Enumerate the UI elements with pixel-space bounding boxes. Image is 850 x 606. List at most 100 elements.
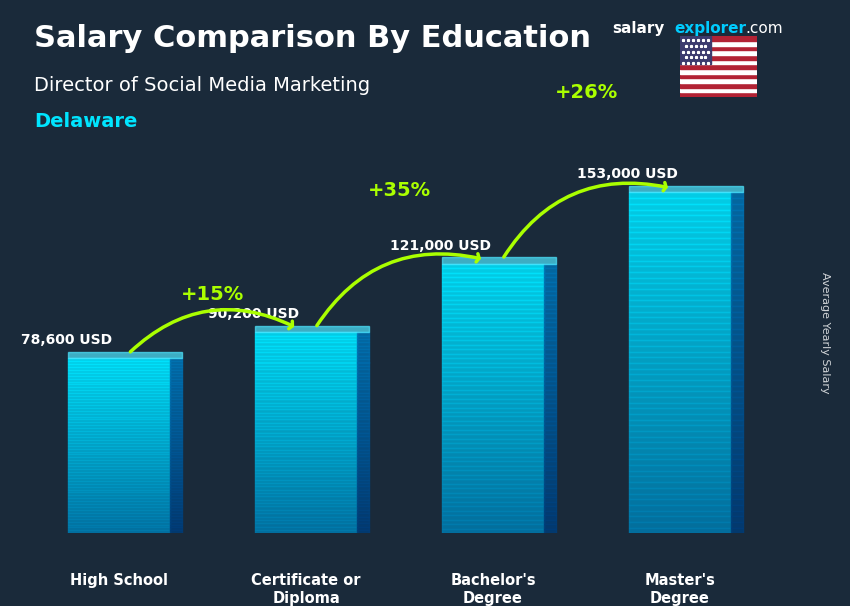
Bar [544, 385, 556, 390]
Bar [254, 513, 357, 516]
Bar [731, 437, 743, 442]
Bar [357, 399, 369, 402]
Bar [357, 500, 369, 503]
Bar [254, 336, 357, 339]
Bar [731, 375, 743, 380]
Bar [254, 446, 357, 450]
Bar [544, 362, 556, 367]
Bar [67, 519, 170, 522]
Bar [67, 527, 170, 530]
Bar [170, 396, 182, 399]
Bar [442, 358, 545, 362]
Bar [254, 426, 357, 430]
Bar [357, 473, 369, 476]
Bar [731, 295, 743, 301]
Bar [170, 498, 182, 501]
Bar [442, 407, 545, 412]
Bar [544, 399, 556, 403]
Bar [357, 332, 369, 336]
Bar [170, 387, 182, 390]
Bar [67, 516, 170, 519]
Bar [731, 266, 743, 272]
Bar [544, 507, 556, 511]
Bar [680, 50, 756, 55]
Bar [442, 282, 545, 286]
Bar [442, 336, 545, 340]
Bar [544, 286, 556, 291]
Bar [170, 437, 182, 440]
Bar [731, 278, 743, 284]
Bar [67, 461, 170, 463]
Bar [254, 516, 357, 520]
Bar [67, 405, 170, 408]
Bar [680, 74, 756, 78]
Bar [628, 465, 731, 471]
Bar [254, 430, 357, 433]
Bar [680, 88, 756, 92]
Bar [628, 278, 731, 284]
Bar [357, 353, 369, 356]
Bar [170, 461, 182, 463]
Bar [357, 376, 369, 379]
Bar [731, 357, 743, 363]
Bar [731, 210, 743, 215]
Bar [254, 362, 357, 366]
Bar [170, 501, 182, 504]
Bar [544, 390, 556, 394]
Bar [170, 513, 182, 516]
Bar [170, 364, 182, 367]
Bar [170, 448, 182, 451]
Bar [544, 300, 556, 304]
Bar [731, 232, 743, 238]
Bar [731, 442, 743, 448]
Bar [67, 504, 170, 507]
Bar [680, 83, 756, 88]
Bar [628, 255, 731, 261]
Bar [442, 304, 545, 308]
Bar [170, 469, 182, 472]
Bar [544, 430, 556, 435]
Bar [628, 357, 731, 363]
Bar [170, 399, 182, 402]
Bar [731, 380, 743, 385]
Bar [254, 353, 357, 356]
Text: High School: High School [70, 573, 168, 588]
Bar [628, 516, 731, 522]
Bar [67, 448, 170, 451]
Bar [544, 264, 556, 268]
Bar [67, 487, 170, 490]
Bar [357, 480, 369, 483]
Bar [170, 358, 182, 361]
Bar [628, 215, 731, 221]
Bar [357, 466, 369, 470]
Bar [67, 454, 170, 458]
Bar [544, 282, 556, 286]
Bar [731, 511, 743, 516]
Bar [67, 522, 170, 525]
Bar [442, 277, 545, 282]
Bar [170, 527, 182, 530]
Bar [254, 406, 357, 410]
Bar [628, 329, 731, 335]
Bar [731, 335, 743, 340]
Bar [357, 423, 369, 426]
Bar [442, 257, 556, 264]
Bar [544, 520, 556, 524]
Bar [680, 55, 756, 59]
Bar [170, 504, 182, 507]
Bar [731, 528, 743, 533]
Bar [731, 306, 743, 311]
Bar [731, 505, 743, 511]
Bar [544, 412, 556, 416]
Bar [67, 387, 170, 390]
Bar [67, 393, 170, 396]
Text: +35%: +35% [368, 181, 431, 200]
Bar [442, 461, 545, 466]
Bar [357, 416, 369, 419]
Bar [628, 420, 731, 425]
Bar [442, 457, 545, 461]
Bar [357, 523, 369, 527]
Bar [544, 367, 556, 371]
Bar [544, 493, 556, 498]
Bar [67, 513, 170, 516]
